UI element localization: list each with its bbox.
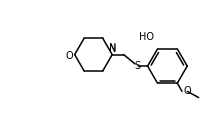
Text: N: N bbox=[109, 43, 116, 53]
Text: O: O bbox=[183, 86, 191, 96]
Text: S: S bbox=[135, 61, 141, 71]
Text: HO: HO bbox=[139, 32, 154, 42]
Text: N: N bbox=[109, 44, 116, 54]
Text: O: O bbox=[66, 51, 73, 61]
